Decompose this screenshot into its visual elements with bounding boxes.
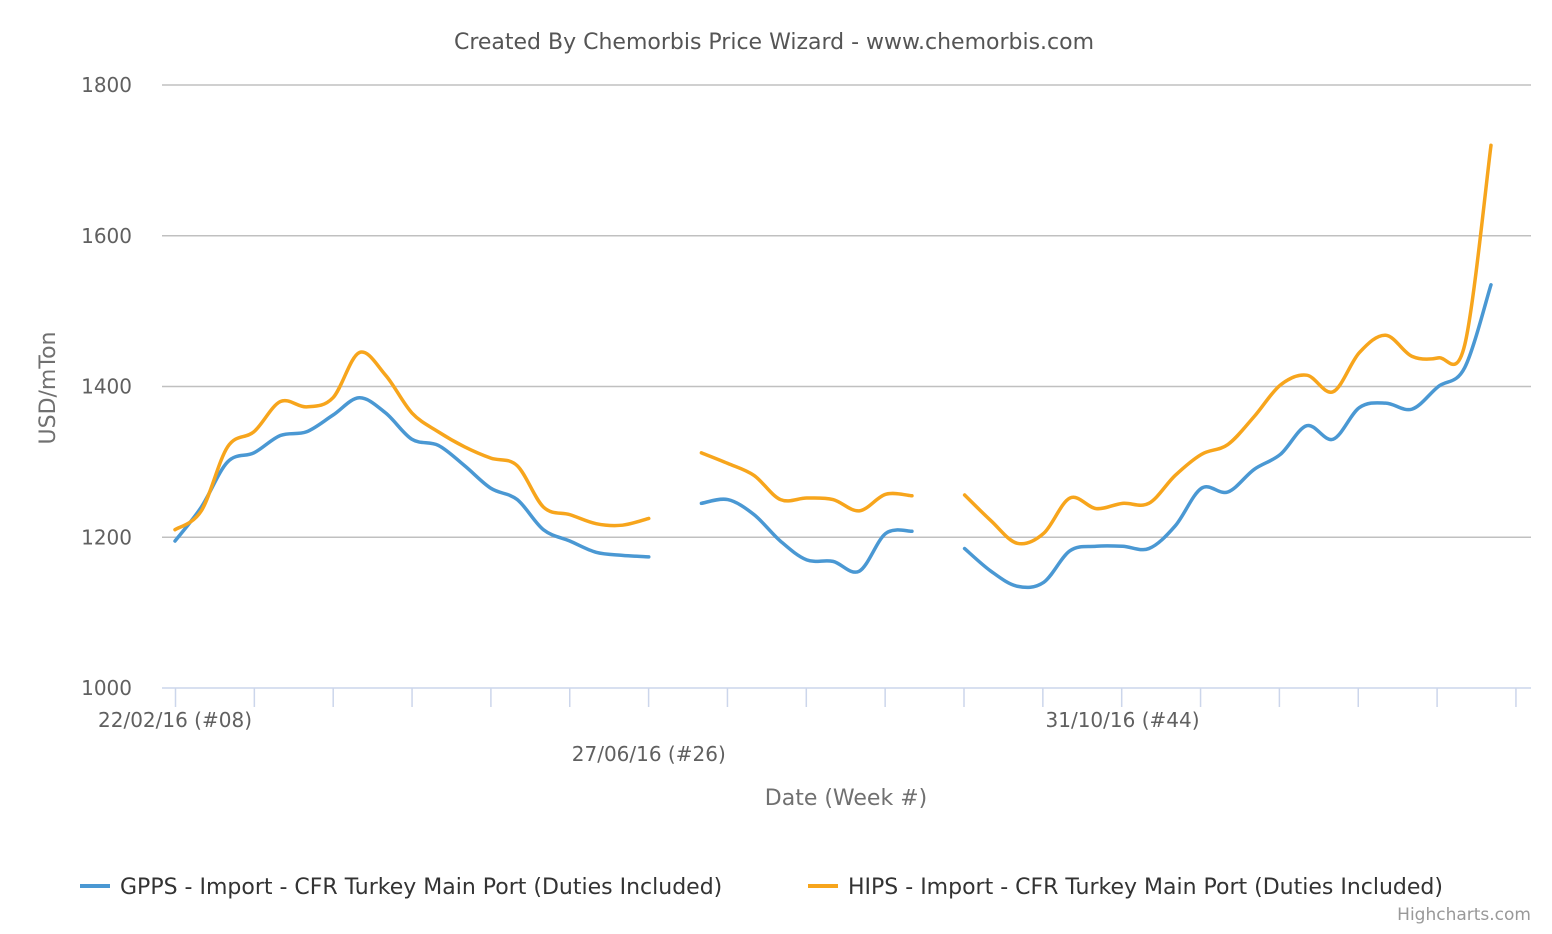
y-axis-title: USD/mTon	[36, 332, 61, 445]
y-tick-label: 1800	[81, 73, 132, 97]
series-lines	[173, 143, 1493, 590]
legend-label: HIPS - Import - CFR Turkey Main Port (Du…	[848, 875, 1443, 900]
x-axis-title: Date (Week #)	[765, 786, 927, 811]
series-line-segment[interactable]	[173, 350, 651, 532]
chart-title: Created By Chemorbis Price Wizard - www.…	[454, 30, 1094, 55]
series-line-segment[interactable]	[699, 451, 914, 513]
legend-item[interactable]: GPPS - Import - CFR Turkey Main Port (Du…	[80, 875, 722, 900]
series-line-segment[interactable]	[962, 143, 1493, 546]
y-tick-label: 1600	[81, 224, 132, 248]
series-line-segment[interactable]	[962, 282, 1493, 590]
y-tick-label: 1400	[81, 375, 132, 399]
legend-label: GPPS - Import - CFR Turkey Main Port (Du…	[120, 875, 722, 900]
x-tick-label: 22/02/16 (#08)	[98, 708, 252, 732]
x-tick-label: 27/06/16 (#26)	[572, 742, 726, 766]
x-axis: 22/02/16 (#08) 27/06/16 (#26) 31/10/16 (#4…	[98, 688, 1517, 766]
grid-lines	[162, 84, 1531, 689]
series-line-segment[interactable]	[173, 396, 651, 559]
series-line-segment[interactable]	[699, 497, 914, 574]
y-tick-label: 1000	[81, 676, 132, 700]
series-gpps	[173, 282, 1493, 590]
x-tick-label: 31/10/16 (#44)	[1046, 708, 1200, 732]
y-tick-label: 1200	[81, 525, 132, 549]
legend: GPPS - Import - CFR Turkey Main Port (Du…	[80, 875, 1443, 900]
legend-item[interactable]: HIPS - Import - CFR Turkey Main Port (Du…	[808, 875, 1443, 900]
credits-link[interactable]: Highcharts.com	[1397, 905, 1531, 925]
y-axis: 1000 1200 1400 1600 1800	[81, 73, 132, 700]
series-hips	[173, 143, 1493, 546]
